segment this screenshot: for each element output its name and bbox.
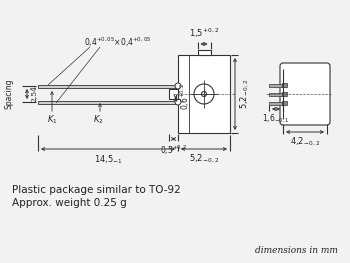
Text: $0{,}6^{+0,2}$: $0{,}6^{+0,2}$ [178,83,192,110]
Bar [269,93,283,95]
Bar [38,100,178,104]
Bar [282,101,287,105]
Circle shape [175,99,181,105]
Bar [197,50,210,55]
Circle shape [175,83,181,89]
Text: $1{,}6_{-0,1}$: $1{,}6_{-0,1}$ [262,113,290,125]
Text: Plastic package similar to TO-92: Plastic package similar to TO-92 [12,185,181,195]
Text: $5{,}2_{-0,2}$: $5{,}2_{-0,2}$ [189,153,219,165]
Text: $K_2$: $K_2$ [93,114,103,126]
Bar [178,55,230,133]
Text: $0{,}4^{+0,05}{\times}0{,}4^{+0,05}$: $0{,}4^{+0,05}{\times}0{,}4^{+0,05}$ [84,35,152,49]
Text: 2,54: 2,54 [30,85,38,103]
Bar [282,92,287,96]
Text: $5{,}2_{-0,2}$: $5{,}2_{-0,2}$ [239,79,251,109]
Circle shape [194,84,214,104]
Text: Approx. weight 0.25 g: Approx. weight 0.25 g [12,198,127,208]
Text: $K_1$: $K_1$ [47,114,57,126]
Text: $4{,}2_{-0,2}$: $4{,}2_{-0,2}$ [290,136,320,148]
Bar [169,89,178,99]
Bar [282,83,287,87]
Bar [269,102,283,104]
Text: $14{,}5_{-1}$: $14{,}5_{-1}$ [93,153,122,165]
Text: $0{,}5^{+0,2}$: $0{,}5^{+0,2}$ [160,144,187,157]
Bar [38,84,178,88]
Text: dimensions in mm: dimensions in mm [255,246,338,255]
Text: Spacing: Spacing [5,79,14,109]
Text: $1{,}5^{+0,2}$: $1{,}5^{+0,2}$ [189,27,219,40]
FancyBboxPatch shape [280,63,330,125]
Bar [269,83,283,87]
